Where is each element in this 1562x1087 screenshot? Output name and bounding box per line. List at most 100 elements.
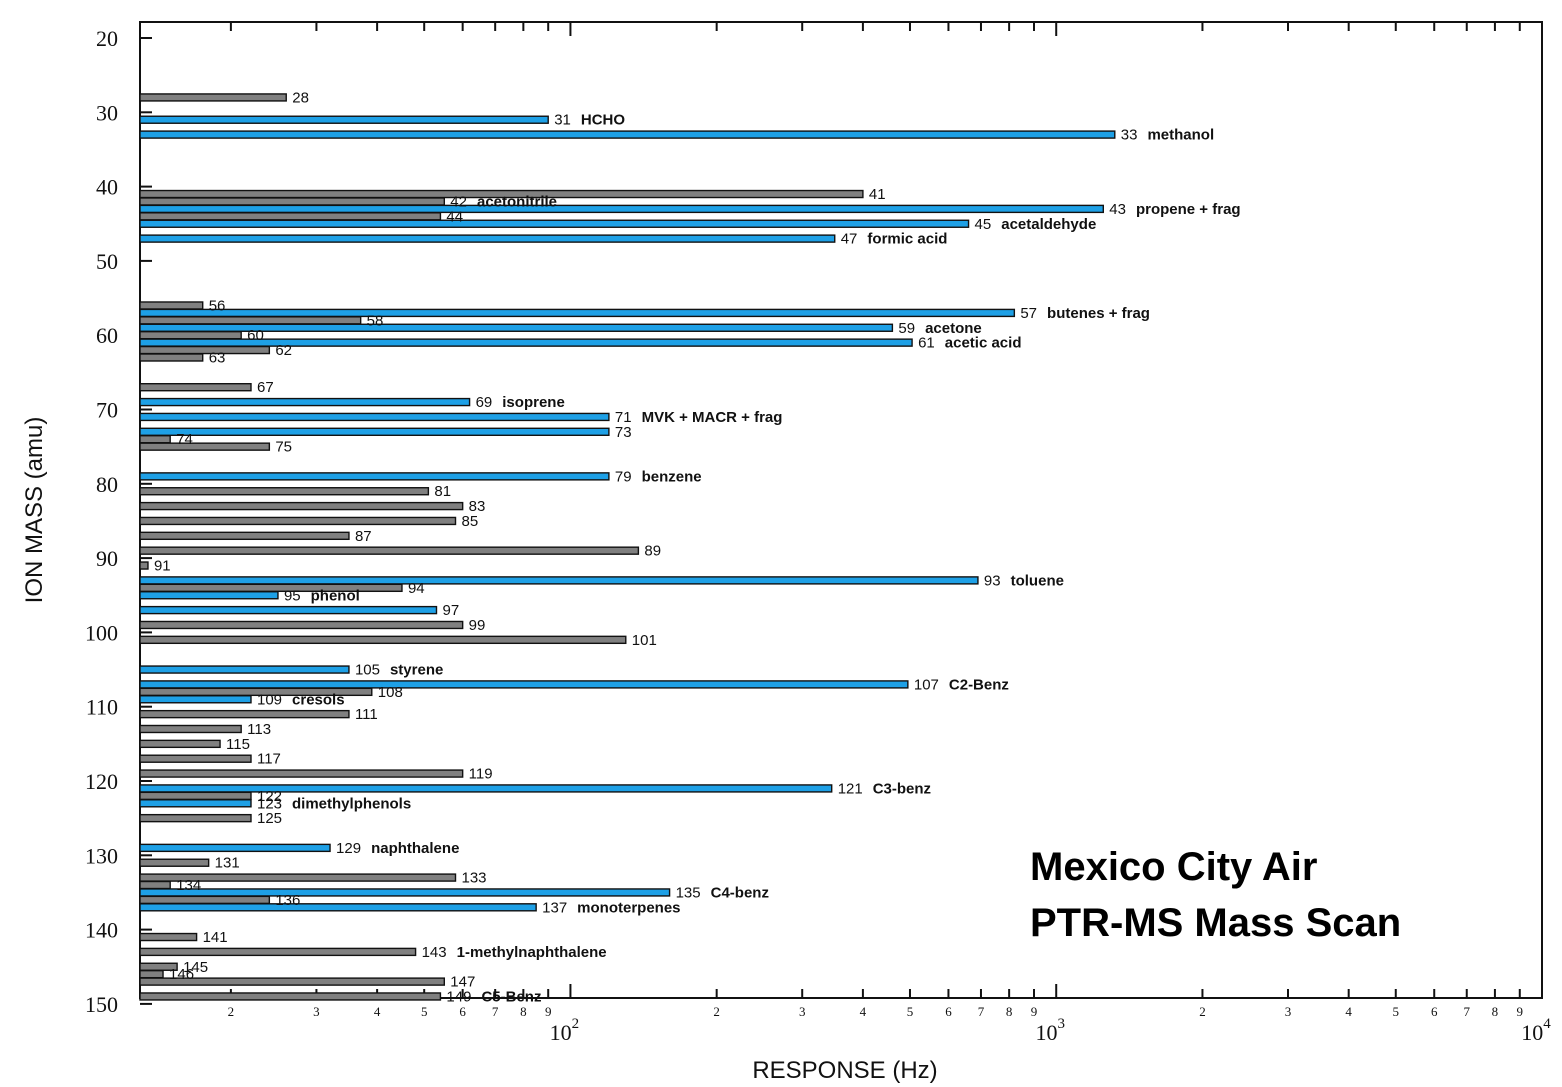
x-minor-label-800: 8 — [1006, 1004, 1013, 1019]
bar-mass-147 — [139, 977, 446, 986]
bar-mass-79 — [139, 472, 610, 481]
y-tick-label-60: 60 — [96, 323, 118, 348]
bar-mass-108 — [139, 687, 373, 697]
x-minor-label-60: 6 — [459, 1004, 466, 1019]
bar-label-mass-79: 79 benzene — [615, 468, 702, 485]
bar-label-mass-71: 71 MVK + MACR + frag — [615, 409, 783, 426]
bar-mass-31 — [139, 115, 549, 124]
bar-mass-141 — [139, 932, 198, 942]
bar-label-mass-119: 119 — [469, 766, 493, 783]
bar-mass-101 — [139, 635, 627, 645]
bar-mass-109 — [139, 695, 252, 704]
bar-mass-75 — [139, 442, 271, 451]
bar-mass-111 — [139, 709, 350, 719]
x-minor-label-6000: 6 — [1431, 1004, 1438, 1019]
y-tick-label-20: 20 — [96, 26, 118, 51]
bar-mass-94 — [139, 583, 403, 593]
bar-label-mass-149: 149 C5-Benz — [446, 988, 541, 1005]
bar-mass-60 — [139, 331, 242, 340]
x-major-label-10000: 104 — [1521, 1016, 1551, 1045]
bar-label-mass-93: 93 toluene — [984, 572, 1064, 589]
bar-mass-149 — [139, 992, 442, 1001]
bar-mass-33 — [139, 130, 1116, 139]
bar-mass-56 — [139, 301, 204, 310]
bar-mass-115 — [139, 739, 221, 749]
bar-label-mass-60: 60 — [247, 327, 264, 344]
bar-mass-117 — [139, 754, 252, 763]
bar-label-mass-81: 81 — [434, 483, 451, 500]
y-tick-label-40: 40 — [96, 175, 118, 200]
bar-mass-122 — [139, 791, 252, 801]
bar-label-mass-97: 97 — [442, 602, 459, 619]
bar-mass-61 — [139, 338, 913, 347]
bar-label-mass-113: 113 — [247, 721, 271, 738]
x-minor-label-50: 5 — [421, 1004, 428, 1019]
bar-mass-41 — [139, 189, 864, 199]
bar-mass-44 — [139, 212, 442, 221]
bar-mass-95 — [139, 591, 279, 600]
bar-label-mass-121: 121 C3-benz — [838, 780, 931, 797]
x-minor-label-400: 4 — [860, 1004, 867, 1019]
x-minor-label-500: 5 — [907, 1004, 914, 1019]
y-tick-label-30: 30 — [96, 100, 118, 125]
bar-label-mass-108: 108 — [378, 684, 403, 701]
bar-mass-125 — [139, 813, 252, 823]
bar-mass-45 — [139, 219, 970, 228]
bar-label-mass-57: 57 butenes + frag — [1020, 305, 1150, 322]
bar-mass-143 — [139, 947, 417, 957]
x-minor-label-70: 7 — [492, 1004, 499, 1019]
x-minor-label-90: 9 — [545, 1004, 552, 1019]
bar-mass-119 — [139, 769, 464, 778]
bar-mass-81 — [139, 487, 430, 496]
bar-mass-57 — [139, 308, 1016, 318]
bar-label-mass-101: 101 — [632, 632, 657, 649]
bar-label-mass-58: 58 — [367, 312, 384, 329]
bar-label-mass-125: 125 — [257, 810, 282, 827]
bar-label-mass-42: 42 acetonitrile — [450, 193, 557, 210]
bar-label-mass-61: 61 acetic acid — [918, 335, 1021, 352]
bar-label-mass-141: 141 — [203, 929, 228, 946]
y-tick-label-100: 100 — [85, 620, 118, 645]
bar-mass-105 — [139, 665, 350, 674]
bar-label-mass-74: 74 — [176, 431, 193, 448]
bar-mass-67 — [139, 383, 252, 392]
bar-label-mass-44: 44 — [446, 208, 463, 225]
y-tick-label-130: 130 — [85, 843, 118, 868]
bar-label-mass-75: 75 — [275, 439, 292, 456]
bar-mass-133 — [139, 873, 457, 882]
bar-mass-89 — [139, 546, 640, 555]
x-minor-label-40: 4 — [374, 1004, 381, 1019]
y-tick-label-80: 80 — [96, 472, 118, 497]
bar-mass-131 — [139, 858, 210, 867]
bar-mass-58 — [139, 316, 362, 325]
bar-mass-63 — [139, 353, 204, 362]
bar-label-mass-67: 67 — [257, 379, 274, 396]
x-minor-label-700: 7 — [978, 1004, 985, 1019]
bar-label-mass-89: 89 — [644, 543, 661, 560]
bar-label-mass-47: 47 formic acid — [841, 231, 948, 248]
bar-label-mass-136: 136 — [275, 892, 300, 909]
bar-mass-87 — [139, 531, 350, 541]
bar-label-mass-115: 115 — [226, 736, 250, 753]
bar-label-mass-147: 147 — [450, 974, 475, 991]
bar-mass-93 — [139, 576, 979, 585]
y-tick-label-140: 140 — [85, 918, 118, 943]
bar-label-mass-63: 63 — [209, 349, 226, 366]
bar-label-mass-109: 109 cresols — [257, 691, 345, 708]
bar-label-mass-91: 91 — [154, 558, 171, 575]
x-major-label-1000: 103 — [1035, 1016, 1065, 1045]
bar-mass-59 — [139, 323, 894, 332]
bar-label-mass-33: 33 methanol — [1121, 127, 1214, 144]
bar-mass-121 — [139, 784, 833, 793]
bar-label-mass-43: 43 propene + frag — [1109, 201, 1240, 218]
bar-label-mass-41: 41 — [869, 186, 886, 203]
x-minor-label-9000: 9 — [1517, 1004, 1524, 1019]
bar-label-mass-73: 73 — [615, 424, 632, 441]
bar-mass-146 — [139, 969, 164, 979]
bar-label-mass-133: 133 — [462, 870, 487, 887]
x-minor-label-20: 2 — [228, 1004, 235, 1019]
bar-mass-71 — [139, 412, 610, 422]
bar-label-mass-99: 99 — [469, 617, 486, 634]
bar-mass-73 — [139, 427, 610, 436]
